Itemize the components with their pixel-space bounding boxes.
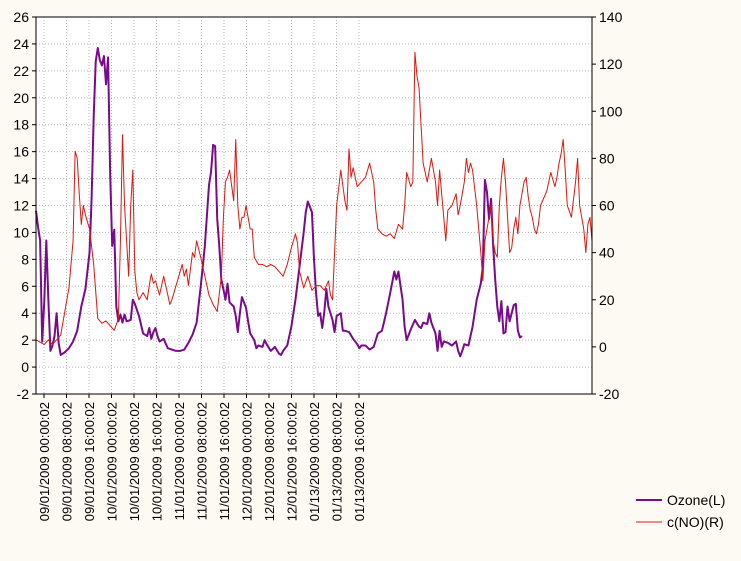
right-tick-label: -20 (599, 386, 619, 402)
left-tick-label: 24 (13, 36, 29, 52)
x-tick-label: 12/01/2009 16:00:02 (285, 402, 300, 521)
x-tick-label: 09/01/2009 16:00:02 (82, 402, 97, 521)
right-tick-label: 0 (599, 339, 607, 355)
left-tick-label: 6 (21, 278, 29, 294)
x-tick-label: 12/01/2009 08:00:02 (262, 402, 277, 521)
x-tick-label: 12/01/2009 00:00:02 (240, 402, 255, 521)
right-tick-label: 40 (599, 245, 615, 261)
x-tick-label: 10/01/2009 16:00:02 (150, 402, 165, 521)
x-tick-label: 01/13/2009 08:00:02 (330, 402, 345, 521)
right-y-axis: -20 0 20 40 60 80 100 120 140 (592, 9, 623, 402)
left-tick-label: 20 (13, 90, 29, 106)
left-tick-label: 2 (21, 332, 29, 348)
left-tick-label: 8 (21, 251, 29, 267)
right-tick-label: 100 (599, 103, 623, 119)
right-tick-label: 60 (599, 198, 615, 214)
x-tick-label: 10/01/2009 08:00:02 (127, 402, 142, 521)
left-tick-label: 0 (21, 359, 29, 375)
legend-label: Ozone(L) (667, 492, 725, 508)
x-tick-label: 11/01/2009 08:00:02 (195, 402, 210, 520)
x-tick-label: 09/01/2009 00:00:02 (37, 402, 52, 521)
plot-area (36, 17, 592, 394)
x-tick-label: 09/01/2009 08:00:02 (60, 402, 75, 521)
series-line-ozone (35, 46, 523, 358)
left-tick-label: 16 (13, 144, 29, 160)
left-tick-label: 10 (13, 224, 29, 240)
left-tick-label: 26 (13, 9, 29, 25)
legend-label: c(NO)(R) (667, 514, 724, 530)
x-axis: 09/01/2009 00:00:02 09/01/2009 08:00:02 09… (37, 394, 367, 521)
series-layer (35, 46, 593, 358)
x-tick-label: 01/13/2009 16:00:02 (352, 402, 367, 521)
left-tick-label: 18 (13, 117, 29, 133)
right-tick-label: 140 (599, 9, 623, 25)
left-tick-label: 12 (13, 198, 29, 214)
right-tick-label: 120 (599, 56, 623, 72)
x-tick-label: 10/01/2009 00:00:02 (105, 402, 120, 521)
left-tick-label: -2 (17, 386, 30, 402)
legend: Ozone(L) c(NO)(R) (636, 492, 725, 530)
series-line-no (35, 51, 593, 346)
right-tick-label: 80 (599, 150, 615, 166)
right-tick-label: 20 (599, 292, 615, 308)
x-tick-label: 11/01/2009 16:00:02 (217, 402, 232, 520)
left-tick-label: 4 (21, 305, 29, 321)
left-tick-label: 14 (13, 171, 29, 187)
left-tick-label: 22 (13, 63, 29, 79)
x-tick-label: 11/01/2009 00:00:02 (172, 402, 187, 520)
x-tick-label: 01/13/2009 00:00:02 (307, 402, 322, 521)
